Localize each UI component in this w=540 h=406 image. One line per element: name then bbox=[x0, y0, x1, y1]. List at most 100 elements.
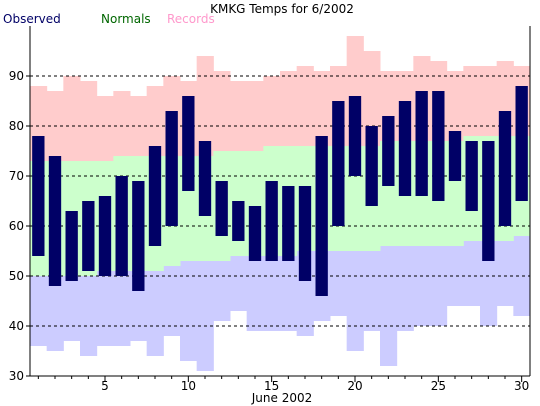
record-high-bar bbox=[213, 71, 231, 151]
record-low-bar bbox=[96, 271, 114, 346]
x-tick-labels: 5 10 15 20 25 30 bbox=[101, 379, 529, 393]
y-tick-label: 40 bbox=[9, 319, 24, 333]
x-axis-label: June 2002 bbox=[251, 391, 313, 405]
observed-bar bbox=[148, 146, 162, 246]
observed-bar bbox=[465, 141, 478, 211]
legend-records: Records bbox=[167, 12, 215, 26]
record-high-bar bbox=[80, 81, 98, 161]
record-high-bar bbox=[230, 81, 248, 151]
x-tick-label: 5 bbox=[101, 379, 109, 393]
record-low-bar bbox=[30, 276, 48, 346]
record-high-bar bbox=[296, 66, 314, 146]
observed-bar bbox=[182, 96, 195, 191]
observed-bar bbox=[82, 201, 95, 271]
y-tick-label: 90 bbox=[9, 69, 24, 83]
observed-bar bbox=[348, 96, 362, 176]
record-high-bar bbox=[313, 71, 331, 146]
record-low-bar bbox=[146, 271, 164, 356]
observed-bar bbox=[415, 91, 428, 196]
observed-bar bbox=[315, 136, 328, 296]
record-low-bar bbox=[63, 276, 81, 341]
record-low-bar bbox=[413, 246, 431, 326]
record-high-bar bbox=[146, 86, 164, 156]
y-tick-label: 60 bbox=[9, 219, 24, 233]
record-high-bar bbox=[363, 51, 381, 146]
chart-title-group: KMKG Temps for 6/2002 bbox=[210, 2, 354, 16]
observed-bar bbox=[482, 141, 495, 261]
observed-bar bbox=[248, 206, 262, 261]
record-low-bar bbox=[246, 256, 264, 331]
record-low-bar bbox=[180, 261, 198, 361]
observed-bar bbox=[298, 186, 312, 281]
observed-bar bbox=[432, 91, 445, 201]
record-low-bar bbox=[196, 261, 214, 371]
records-low-layer bbox=[30, 236, 531, 371]
observed-bar bbox=[448, 131, 462, 181]
observed-bar bbox=[132, 181, 145, 291]
record-low-bar bbox=[280, 256, 298, 331]
record-low-bar bbox=[80, 276, 98, 356]
observed-bar bbox=[382, 116, 395, 186]
observed-bar bbox=[365, 126, 378, 206]
observed-bar bbox=[98, 196, 112, 276]
record-high-bar bbox=[246, 81, 264, 151]
observed-bar bbox=[48, 156, 62, 286]
gridlines bbox=[30, 75, 530, 327]
chart-title: KMKG Temps for 6/2002 bbox=[210, 2, 354, 16]
record-high-bar bbox=[96, 96, 114, 161]
x-tick-label: 10 bbox=[181, 379, 196, 393]
observed-bar bbox=[165, 111, 178, 226]
observed-bar bbox=[198, 141, 212, 216]
axes bbox=[26, 26, 531, 382]
record-high-bar bbox=[263, 76, 281, 146]
observed-bar bbox=[32, 136, 45, 256]
record-low-bar bbox=[480, 241, 498, 326]
observed-bar bbox=[265, 181, 278, 261]
record-high-bar bbox=[63, 76, 81, 161]
observed-bar bbox=[515, 86, 528, 201]
x-tick-label: 20 bbox=[347, 379, 362, 393]
record-low-bar bbox=[330, 251, 348, 316]
record-low-bar bbox=[496, 241, 514, 306]
record-high-bar bbox=[280, 71, 298, 146]
observed-bar bbox=[115, 176, 128, 276]
record-low-bar bbox=[380, 246, 398, 366]
observed-bar bbox=[498, 111, 512, 226]
record-low-bar bbox=[46, 276, 64, 351]
y-tick-label: 70 bbox=[9, 169, 24, 183]
x-tick-label: 25 bbox=[431, 379, 446, 393]
observed-bar bbox=[215, 181, 228, 236]
record-low-bar bbox=[113, 271, 131, 346]
legend-normals: Normals bbox=[101, 12, 151, 26]
y-tick-label: 30 bbox=[9, 369, 24, 383]
record-high-bar bbox=[196, 56, 214, 156]
x-tick-label: 15 bbox=[264, 379, 279, 393]
record-high-bar bbox=[480, 66, 498, 136]
record-low-bar bbox=[463, 241, 481, 306]
legend: Observed Normals Records bbox=[3, 12, 215, 26]
observed-bar bbox=[232, 201, 245, 241]
record-low-bar bbox=[163, 266, 181, 336]
record-low-bar bbox=[513, 236, 531, 316]
record-low-bar bbox=[346, 251, 364, 351]
record-low-bar bbox=[213, 261, 231, 321]
record-low-bar bbox=[363, 251, 381, 331]
record-high-bar bbox=[446, 71, 464, 141]
observed-bar bbox=[282, 186, 295, 261]
observed-bar bbox=[65, 211, 78, 281]
x-tick-label: 30 bbox=[514, 379, 529, 393]
y-tick-labels: 30 40 50 60 70 80 90 bbox=[9, 69, 24, 383]
legend-observed: Observed bbox=[3, 12, 61, 26]
record-low-bar bbox=[396, 246, 414, 331]
observed-bar bbox=[398, 101, 412, 196]
observed-bar bbox=[332, 101, 345, 226]
observed-bars bbox=[32, 86, 528, 296]
y-tick-label: 50 bbox=[9, 269, 24, 283]
y-tick-label: 80 bbox=[9, 119, 24, 133]
record-low-bar bbox=[446, 246, 464, 306]
record-low-bar bbox=[263, 256, 281, 331]
record-high-bar bbox=[463, 66, 481, 136]
record-low-bar bbox=[430, 246, 448, 326]
record-high-bar bbox=[113, 91, 131, 156]
